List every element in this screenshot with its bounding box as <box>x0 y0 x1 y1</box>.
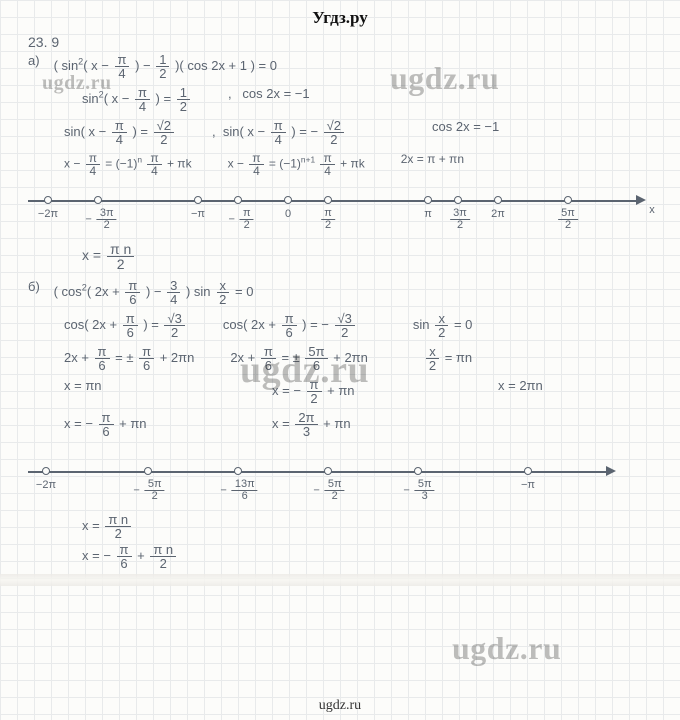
part-b-row3: x = πn x = − π2 + πn x = 2πn <box>64 375 652 408</box>
part-a-equation: а) ( sin2( x − π4 ) − 12 )( cos 2x + 1 )… <box>28 53 652 80</box>
tick <box>94 196 102 204</box>
b-mid-2: 2x + π6 = ± 5π6 + 2πn <box>230 345 368 372</box>
numline-a-x: x <box>649 204 655 216</box>
tick <box>324 467 332 475</box>
sol-1: x − π4 = (−1)n π4 + πk <box>64 152 192 177</box>
sol-3: 2x = π + πn <box>401 152 464 177</box>
page-content: Угдз.ру 23. 9 а) ( sin2( x − π4 ) − 12 )… <box>0 0 680 583</box>
site-header: Угдз.ру <box>28 8 652 28</box>
tick-label: π <box>424 208 432 220</box>
numline-b-arrow <box>606 466 616 476</box>
tick <box>424 196 432 204</box>
part-b-row2: 2x + π6 = ± π6 + 2πn 2x + π6 = ± 5π6 + 2… <box>64 342 652 375</box>
tick-label: − 5π3 <box>403 479 436 502</box>
part-a-label: а) <box>28 53 50 68</box>
tick-label: −2π <box>36 479 56 491</box>
numline-a-arrow <box>636 195 646 205</box>
tick-label: − 3π2 <box>85 208 118 231</box>
part-b-equation: б) ( cos2( 2x + π6 ) − 34 ) sin x2 = 0 <box>28 279 652 306</box>
tick-label: −π <box>191 208 205 220</box>
numberline-a: x −2π − 3π2 −π − π2 0 π2 π 3π2 2π 5π2 <box>28 188 652 228</box>
part-a-solutions: x − π4 = (−1)n π4 + πk x − π4 = (−1)n+1 … <box>64 149 652 180</box>
part-b-answer-1: x = π n2 <box>82 513 652 540</box>
numline-b-axis <box>28 471 606 473</box>
part-b-answer-2: x = − π6 + π n2 <box>82 543 652 570</box>
tick-label: 3π2 <box>448 208 472 231</box>
branch-cos: , cos 2x = −1 <box>228 86 310 113</box>
part-a-answer: x = π n2 <box>82 242 652 271</box>
tick <box>324 196 332 204</box>
b-left-3: x = πn <box>64 378 236 405</box>
tick <box>564 196 572 204</box>
b-left-2: 2x + π6 = ± π6 + 2πn <box>64 345 194 372</box>
numberline-b: −2π − 5π2 − 13π6 − 5π2 − 5π3 −π <box>28 459 652 499</box>
tick-label: − π2 <box>228 208 255 231</box>
problem-number: 23. 9 <box>28 34 652 50</box>
tick <box>44 196 52 204</box>
part-a-branches: sin2( x − π4 ) = 12 , cos 2x = −1 <box>82 83 652 116</box>
tick-label: − 5π2 <box>313 479 346 502</box>
sin-neg: , sin( x − π4 ) = − √22 <box>212 119 346 146</box>
sol-2: x − π4 = (−1)n+1 π4 + πk <box>228 152 365 177</box>
b-mid-1: cos( 2x + π6 ) = − √32 <box>223 312 357 339</box>
tick-label: −π <box>521 479 535 491</box>
tick <box>524 467 532 475</box>
tick <box>494 196 502 204</box>
tick-label: − 5π2 <box>133 479 166 502</box>
tick <box>42 467 50 475</box>
tick-label: −2π <box>38 208 58 220</box>
tick <box>144 467 152 475</box>
branch-sin2: sin2( x − π4 ) = 12 <box>82 86 192 113</box>
b-mid-4: x = 2π3 + πn <box>272 411 351 438</box>
tick <box>454 196 462 204</box>
b-right-3: x = 2πn <box>498 378 543 405</box>
tick <box>284 196 292 204</box>
tick-label: − 13π6 <box>220 479 259 502</box>
b-left-4: x = − π6 + πn <box>64 411 236 438</box>
tick <box>234 196 242 204</box>
tick-label: 0 <box>285 208 291 220</box>
part-b-label: б) <box>28 279 50 294</box>
b-right-2: x2 = πn <box>424 345 472 372</box>
b-right-1: sin x2 = 0 <box>413 312 473 339</box>
tick-label: π2 <box>319 208 337 231</box>
tick-label: 5π2 <box>556 208 580 231</box>
sin-pos: sin( x − π4 ) = √22 <box>64 119 176 146</box>
tick <box>234 467 242 475</box>
site-footer: ugdz.ru <box>0 698 680 714</box>
b-left-1: cos( 2x + π6 ) = √32 <box>64 312 187 339</box>
b-mid-3: x = − π2 + πn <box>272 378 462 405</box>
tick <box>414 467 422 475</box>
part-a-sublines: sin( x − π4 ) = √22 , sin( x − π4 ) = − … <box>64 116 652 149</box>
part-b-row1: cos( 2x + π6 ) = √32 cos( 2x + π6 ) = − … <box>64 309 652 342</box>
tick <box>194 196 202 204</box>
part-b-row4: x = − π6 + πn x = 2π3 + πn <box>64 408 652 441</box>
numline-a-axis <box>28 200 636 202</box>
cos-m1: cos 2x = −1 <box>432 119 499 146</box>
tick-label: 2π <box>491 208 505 220</box>
